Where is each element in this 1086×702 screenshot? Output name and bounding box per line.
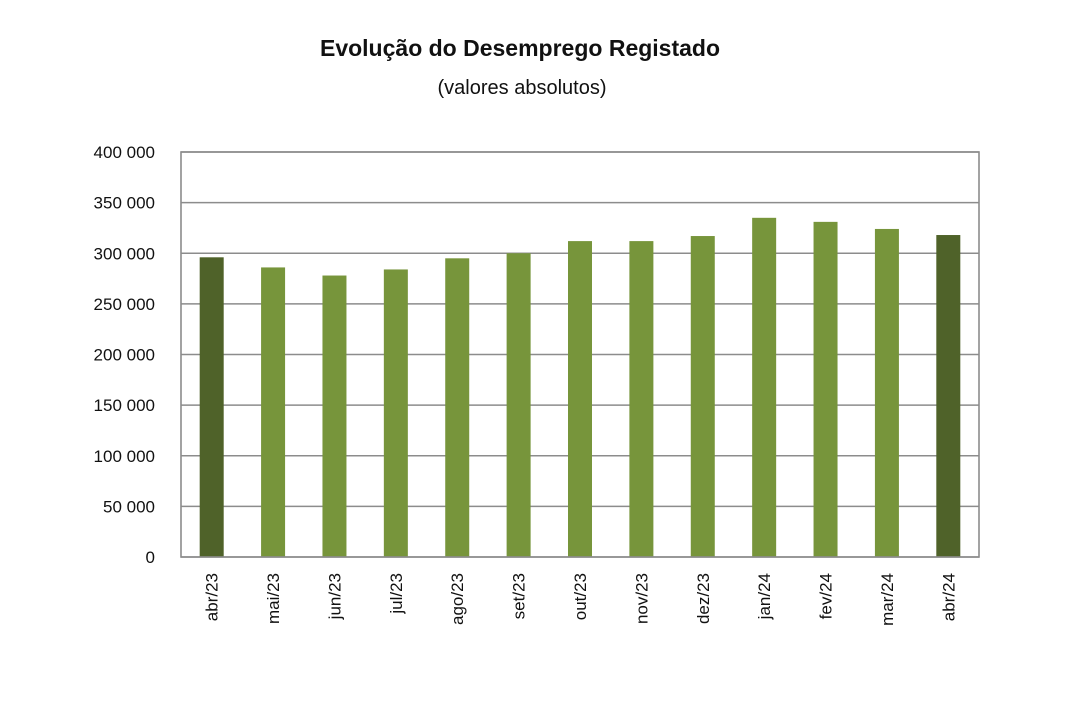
bar-jan-24 xyxy=(752,217,777,557)
x-tick-label: abr/23 xyxy=(203,573,222,621)
x-axis-ticks: abr/23 mai/23 jun/23 jul/23 ago/23 set/23 out/… xyxy=(203,573,959,626)
x-tick-label: jan/24 xyxy=(755,573,774,620)
y-tick-label: 300 000 xyxy=(94,244,155,263)
bar-nov-23 xyxy=(629,241,654,557)
y-tick-label: 50 000 xyxy=(103,497,155,516)
chart-title: Evolução do Desemprego Registado xyxy=(320,35,720,61)
bar-fev-24 xyxy=(813,221,838,558)
bars xyxy=(199,217,961,558)
bar-ago-23 xyxy=(445,258,470,557)
bar-mar-24 xyxy=(874,228,899,557)
x-tick-label: jul/23 xyxy=(387,573,406,615)
x-tick-label: dez/23 xyxy=(694,573,713,624)
x-tick-label: jun/23 xyxy=(325,573,344,620)
bar-abr-24 xyxy=(936,235,961,557)
x-tick-label: mar/24 xyxy=(878,573,897,626)
x-tick-label: nov/23 xyxy=(632,573,651,624)
y-tick-label: 350 000 xyxy=(94,194,155,213)
chart-subtitle: (valores absolutos) xyxy=(438,77,607,99)
bar-dez-23 xyxy=(690,236,715,557)
x-tick-label: out/23 xyxy=(571,573,590,620)
x-tick-label: set/23 xyxy=(510,573,529,619)
bar-set-23 xyxy=(506,253,531,557)
x-tick-label: fev/24 xyxy=(817,573,836,619)
bar-mai-23 xyxy=(261,267,286,557)
x-tick-label: mai/23 xyxy=(264,573,283,624)
bar-jun-23 xyxy=(322,275,347,557)
bar-out-23 xyxy=(568,241,592,557)
x-tick-label: ago/23 xyxy=(448,573,467,625)
bar-abr-23 xyxy=(199,257,224,557)
y-tick-label: 100 000 xyxy=(94,447,155,466)
y-tick-label: 250 000 xyxy=(94,295,155,314)
y-tick-label: 200 000 xyxy=(94,346,155,365)
y-tick-label: 150 000 xyxy=(94,396,155,415)
y-tick-label: 0 xyxy=(146,548,155,567)
y-tick-label: 400 000 xyxy=(94,143,155,162)
plot-frame xyxy=(180,151,980,558)
bar-jul-23 xyxy=(383,269,408,557)
y-axis-ticks: 0 50 000 100 000 150 000 200 000 250 000 300 0… xyxy=(94,143,155,567)
x-tick-label: abr/24 xyxy=(939,573,958,621)
